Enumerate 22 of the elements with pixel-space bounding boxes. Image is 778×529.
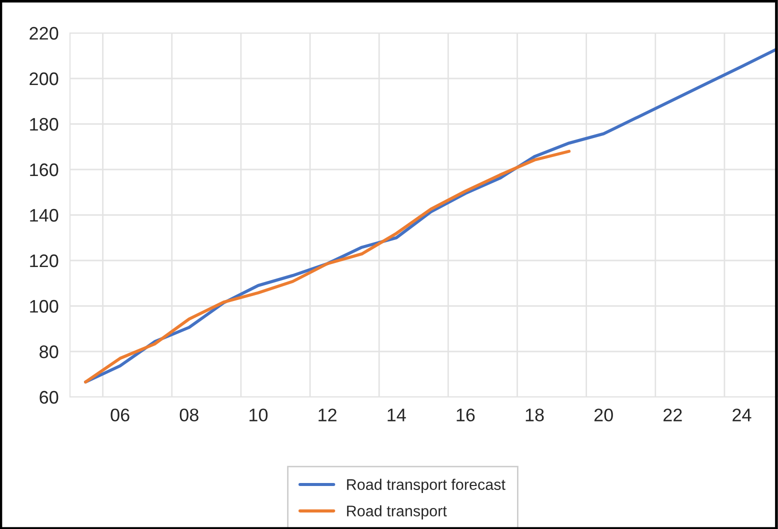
x-tick-label: 18: [526, 408, 544, 422]
y-tick-label: 120: [30, 254, 58, 268]
x-tick-label: 06: [110, 408, 130, 422]
x-tick-label: 08: [180, 408, 198, 422]
x-tick-label: 20: [594, 408, 613, 422]
y-tick-label: 60: [40, 390, 58, 404]
y-tick-label: 180: [30, 118, 58, 131]
y-tick-label: 100: [30, 300, 58, 313]
legend-label: Road transport: [347, 505, 447, 520]
x-tick-label: 22: [664, 408, 682, 422]
x-tick-label: 16: [456, 408, 475, 422]
x-tick-label: 24: [732, 408, 752, 422]
x-tick-label: 12: [318, 408, 336, 422]
x-tick-label: 10: [250, 408, 268, 422]
x-tick-label: 14: [388, 408, 406, 422]
legend-label: Road transport forecast: [347, 478, 506, 493]
y-tick-label: 200: [30, 72, 58, 86]
line-series: [84, 150, 571, 384]
y-tick-label: 140: [30, 208, 58, 222]
y-tick-label: 80: [40, 345, 58, 358]
y-tick-label: 220: [30, 26, 58, 40]
y-tick-label: 160: [30, 163, 58, 176]
